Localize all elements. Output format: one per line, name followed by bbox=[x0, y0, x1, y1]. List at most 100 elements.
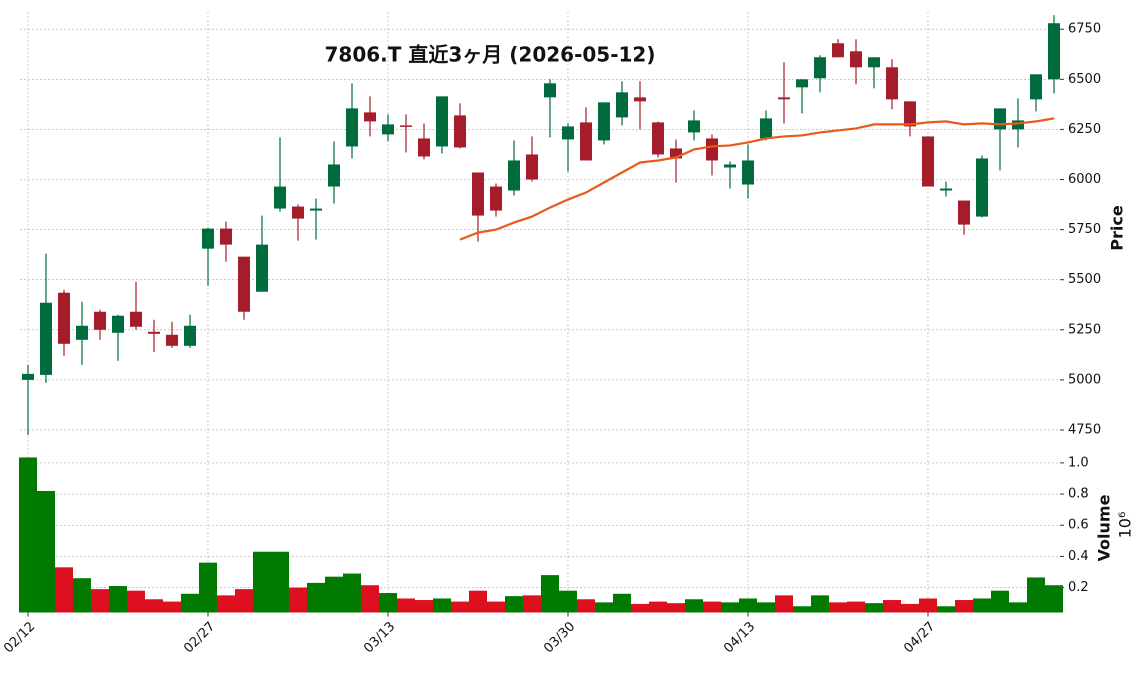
volume-bar bbox=[1027, 577, 1045, 613]
volume-bar bbox=[793, 606, 811, 613]
candle-body bbox=[76, 325, 88, 340]
volume-bar bbox=[1045, 585, 1063, 613]
candle-body bbox=[436, 96, 448, 147]
candle-body bbox=[400, 125, 412, 127]
volume-bar bbox=[991, 590, 1009, 613]
candle-body bbox=[814, 57, 826, 79]
volume-bar bbox=[469, 590, 487, 613]
volume-bar bbox=[883, 600, 901, 613]
candle-body bbox=[616, 92, 628, 118]
x-tick-label: 02/12 bbox=[1, 619, 38, 656]
volume-bar bbox=[847, 601, 865, 613]
candle-body bbox=[634, 97, 646, 102]
volume-bar bbox=[757, 602, 775, 613]
y-tick-label: 5250 bbox=[1068, 322, 1101, 337]
candle-body bbox=[472, 172, 484, 216]
candle-body bbox=[292, 206, 304, 219]
candle-body bbox=[868, 57, 880, 68]
volume-bar bbox=[649, 601, 667, 613]
volume-bar bbox=[559, 590, 577, 613]
volume-tick-label: 0.8 bbox=[1068, 487, 1089, 502]
volume-bar bbox=[685, 599, 703, 613]
candle-body bbox=[184, 325, 196, 346]
candle-body bbox=[328, 164, 340, 187]
volume-bar bbox=[487, 601, 505, 613]
candle-body bbox=[994, 108, 1006, 130]
volume-bar bbox=[505, 596, 523, 613]
candle-body bbox=[688, 120, 700, 133]
candle-body bbox=[166, 334, 178, 346]
volume-bar bbox=[127, 590, 145, 613]
volume-scale-label: 10⁶ bbox=[1116, 512, 1135, 539]
moving-average-line bbox=[459, 117, 1055, 241]
candle-body bbox=[22, 373, 34, 380]
candle-body bbox=[346, 108, 358, 147]
candle-body bbox=[850, 51, 862, 68]
volume-bar bbox=[253, 551, 271, 613]
candle-body bbox=[724, 164, 736, 168]
volume-bar bbox=[37, 490, 55, 613]
volume-bar bbox=[451, 601, 469, 613]
candle-body bbox=[40, 302, 52, 375]
volume-bar bbox=[379, 593, 397, 613]
candle-body bbox=[238, 256, 250, 312]
volume-bar bbox=[865, 603, 883, 613]
volume-bar bbox=[271, 551, 289, 613]
candle-body bbox=[112, 315, 124, 333]
candle-body bbox=[760, 118, 772, 139]
volume-tick-label: 0.2 bbox=[1068, 580, 1089, 595]
candle-body bbox=[652, 122, 664, 155]
volume-bar bbox=[325, 576, 343, 613]
volume-bar bbox=[739, 598, 757, 613]
candle-body bbox=[832, 43, 844, 58]
candle-body bbox=[778, 97, 790, 100]
volume-bar bbox=[415, 600, 433, 613]
y-tick-label: 4750 bbox=[1068, 422, 1101, 437]
volume-axis-label: Volume bbox=[1095, 494, 1114, 561]
candle-body bbox=[922, 136, 934, 187]
candle-body bbox=[220, 228, 232, 245]
candle-body bbox=[148, 331, 160, 334]
volume-bar bbox=[235, 589, 253, 613]
volume-tick-label: 0.6 bbox=[1068, 518, 1089, 533]
volume-bar bbox=[523, 595, 541, 613]
volume-bar bbox=[613, 593, 631, 613]
volume-tick-label: 1.0 bbox=[1068, 455, 1089, 470]
volume-bar bbox=[775, 595, 793, 613]
candle-body bbox=[310, 208, 322, 211]
volume-bar bbox=[91, 589, 109, 613]
x-tick-label: 03/30 bbox=[541, 619, 578, 656]
volume-bar bbox=[973, 598, 991, 613]
volume-bar bbox=[73, 578, 91, 613]
candle-body bbox=[976, 158, 988, 217]
volume-bar bbox=[829, 602, 847, 613]
candle-body bbox=[274, 186, 286, 209]
candle-body bbox=[958, 200, 970, 225]
candle-body bbox=[544, 83, 556, 98]
candle-body bbox=[418, 138, 430, 157]
volume-bar bbox=[901, 603, 919, 613]
candle-body bbox=[796, 79, 808, 88]
candle-body bbox=[580, 122, 592, 161]
candle-body bbox=[490, 186, 502, 211]
y-tick-label: 5500 bbox=[1068, 272, 1101, 287]
x-tick-label: 04/13 bbox=[721, 619, 758, 656]
x-tick-label: 03/13 bbox=[361, 619, 398, 656]
y-tick-label: 6000 bbox=[1068, 172, 1101, 187]
candle-body bbox=[562, 126, 574, 140]
volume-bar bbox=[631, 603, 649, 613]
candle-body bbox=[1030, 74, 1042, 100]
candle-body bbox=[1012, 120, 1024, 130]
volume-bar bbox=[19, 457, 37, 613]
volume-bar bbox=[433, 598, 451, 613]
candle-body bbox=[202, 228, 214, 249]
volume-bar bbox=[307, 582, 325, 613]
y-tick-label: 6500 bbox=[1068, 72, 1101, 87]
candle-body bbox=[382, 124, 394, 135]
volume-bar bbox=[595, 602, 613, 613]
volume-bar bbox=[577, 599, 595, 613]
volume-bar bbox=[721, 602, 739, 613]
volume-bar bbox=[361, 585, 379, 613]
candle-body bbox=[94, 311, 106, 330]
